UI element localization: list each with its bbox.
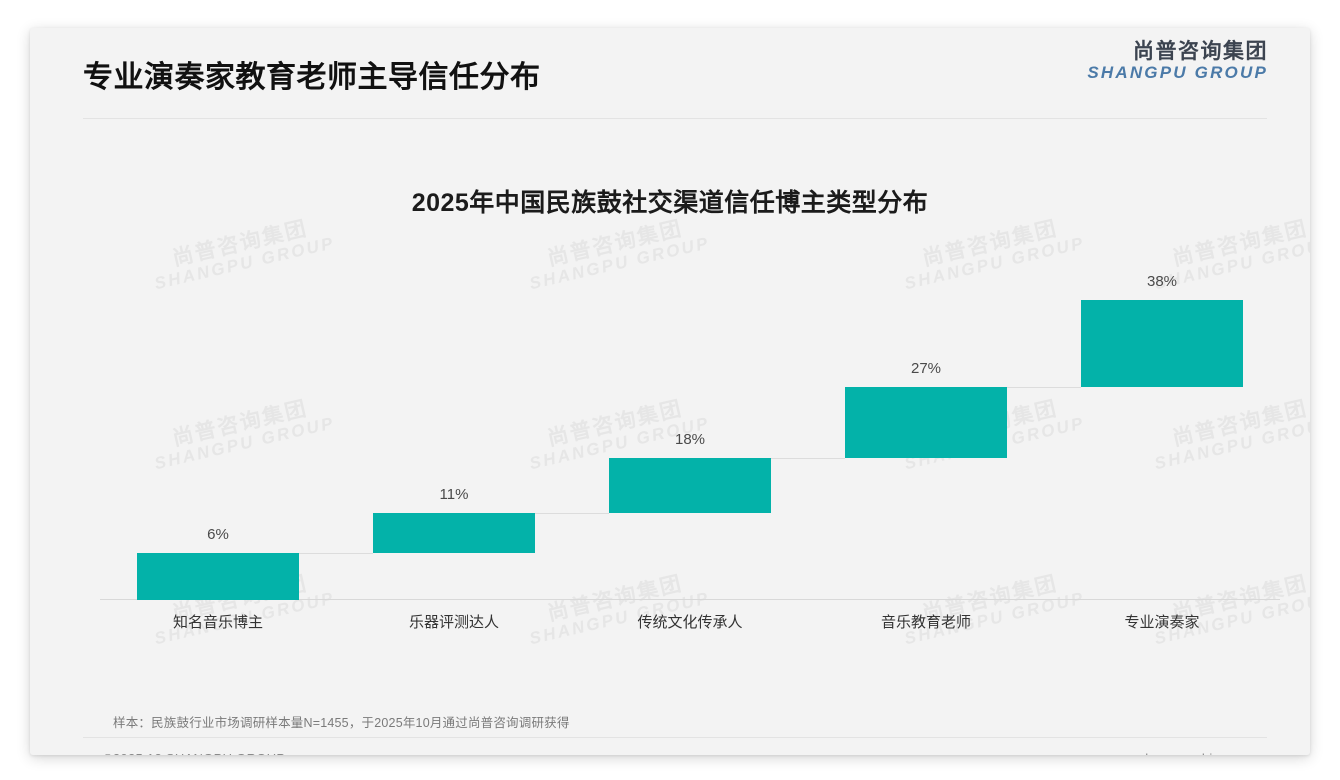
waterfall-bar[interactable]: [609, 457, 771, 514]
bar-value-label: 18%: [674, 430, 706, 448]
slide-header: 专业演奏家教育老师主导信任分布 尚普咨询集团 SHANGPU GROUP: [30, 28, 1310, 118]
waterfall-chart-plot: 6% 知名音乐博主 11% 乐器评测达人 18% 传统文化传承人 27% 音乐教育老师 38% 专…: [100, 220, 1280, 631]
waterfall-connector: [771, 457, 845, 459]
category-label: 知名音乐博主: [172, 614, 263, 631]
waterfall-bar[interactable]: [845, 386, 1007, 458]
brand-logo-en: SHANGPU GROUP: [1087, 62, 1268, 82]
waterfall-bar[interactable]: [373, 513, 535, 553]
chart-area: 2025年中国民族鼓社交渠道信任博主类型分布 6% 知名音乐博主 11% 乐器评测达人…: [30, 146, 1310, 666]
axis-baseline: [100, 599, 1280, 600]
category-label: 乐器评测达人: [408, 614, 499, 631]
waterfall-connector: [299, 552, 373, 554]
website-link[interactable]: www.shangpu-china.com: [1106, 751, 1257, 755]
category-label: 音乐教育老师: [880, 614, 971, 631]
brand-logo: 尚普咨询集团 SHANGPU GROUP: [1087, 40, 1268, 82]
bar-value-label: 11%: [439, 486, 469, 504]
slide-footer: ©2025.12 SHANGPU GROUP www.shangpu-china…: [30, 737, 1310, 755]
chart-title: 2025年中国民族鼓社交渠道信任博主类型分布: [411, 189, 929, 217]
slide-canvas: 尚普咨询集团 SHANGPU GROUP 尚普咨询集团 SHANGPU GROUP 尚普…: [30, 28, 1310, 755]
bar-value-label: 6%: [207, 525, 229, 543]
copyright-text: ©2025.12 SHANGPU GROUP: [103, 751, 285, 755]
category-label: 传统文化传承人: [637, 614, 743, 631]
waterfall-bar[interactable]: [137, 552, 299, 600]
waterfall-connector: [1007, 386, 1081, 388]
bar-value-label: 38%: [1146, 273, 1178, 290]
footer-divider: [83, 737, 1267, 738]
header-divider: [83, 118, 1267, 119]
waterfall-bar[interactable]: [1081, 300, 1243, 387]
page-title: 专业演奏家教育老师主导信任分布: [83, 61, 541, 94]
chart-footnote: 样本：民族鼓行业市场调研样本量N=1455，于2025年10月通过尚普咨询调研获…: [113, 716, 570, 730]
bar-value-label: 27%: [910, 359, 942, 377]
category-label: 专业演奏家: [1124, 614, 1200, 631]
waterfall-connector: [535, 513, 609, 515]
brand-logo-cn: 尚普咨询集团: [1133, 40, 1268, 63]
